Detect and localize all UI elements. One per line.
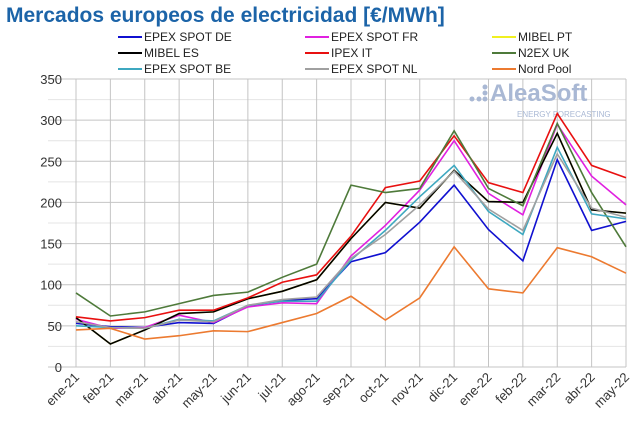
x-tick-label: nov-21	[387, 370, 426, 409]
legend-label: MIBEL ES	[144, 46, 199, 60]
y-tick-label: 0	[55, 360, 62, 375]
logo-text: AleaSoft	[490, 80, 587, 107]
legend-label: EPEX SPOT BE	[144, 62, 231, 76]
legend: EPEX SPOT DE EPEX SPOT FR MIBEL PT MIBEL ES…	[118, 30, 573, 76]
x-tick-label: feb-22	[492, 370, 529, 407]
chart-title: Mercados europeos de electricidad [€/MWh…	[6, 4, 445, 27]
x-tick-label: jun-21	[217, 370, 254, 407]
x-tick-label: may-22	[591, 370, 632, 411]
y-tick-label: 250	[40, 154, 62, 169]
series-line-epex-spot-de	[75, 157, 627, 329]
x-tick-label: mar-22	[524, 370, 564, 410]
legend-label: EPEX SPOT NL	[331, 62, 418, 76]
series-line-ipex-it	[75, 111, 627, 322]
grid	[48, 78, 627, 368]
legend-label: Nord Pool	[518, 62, 571, 76]
y-tick-label: 350	[40, 72, 62, 87]
x-tick-label: sep-21	[318, 370, 357, 409]
x-tick-label: mar-21	[111, 370, 151, 410]
y-tick-label: 200	[40, 195, 62, 210]
legend-label: IPEX IT	[331, 46, 373, 60]
legend-label: EPEX SPOT DE	[144, 30, 232, 44]
y-tick-label: 300	[40, 113, 62, 128]
series-line-epex-spot-nl	[75, 152, 627, 330]
y-tick-label: 150	[40, 237, 62, 252]
x-tick-label: ene-22	[455, 370, 494, 409]
y-tick-label: 50	[48, 319, 62, 334]
y-axis: 0 50 100 150 200 250 300 350	[40, 72, 62, 375]
x-tick-label: feb-21	[80, 370, 117, 407]
watermark-logo: AleaSoft ENERGY FORECASTING	[469, 80, 611, 119]
series-lines	[75, 111, 627, 345]
x-tick-label: dic-21	[425, 370, 461, 406]
x-tick-label: oct-21	[355, 370, 391, 406]
legend-label: N2EX UK	[518, 46, 569, 60]
x-tick-label: ene-21	[43, 370, 82, 409]
legend-label: EPEX SPOT FR	[331, 30, 418, 44]
series-line-n2ex-uk	[75, 121, 627, 317]
legend-label: MIBEL PT	[518, 30, 573, 44]
x-tick-label: may-21	[178, 370, 219, 411]
logo-tagline: ENERGY FORECASTING	[517, 110, 611, 119]
series-line-nord-pool	[75, 245, 627, 340]
x-tick-label: ago-21	[284, 370, 323, 409]
y-tick-label: 100	[40, 278, 62, 293]
